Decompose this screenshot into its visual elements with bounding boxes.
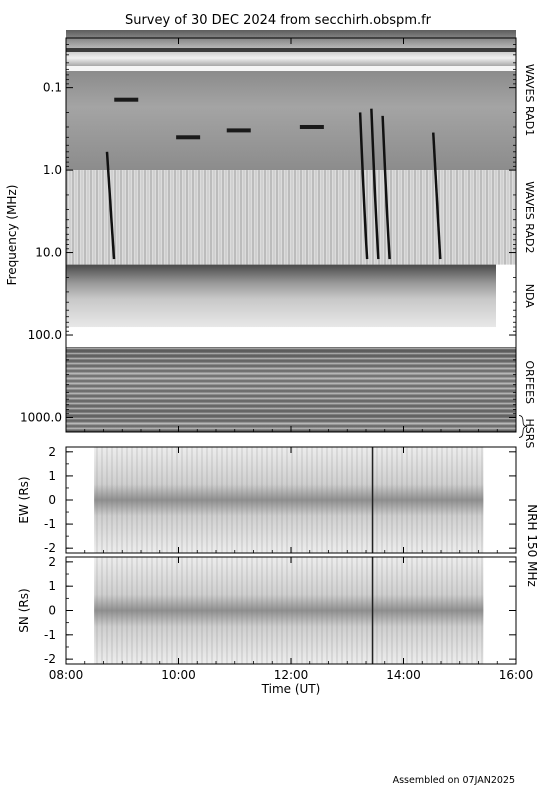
- band-waves-rad2: [66, 170, 516, 265]
- rad1-bright-lane: [66, 66, 516, 71]
- y-tick-label: 2: [48, 555, 56, 569]
- band-texture: [66, 347, 516, 418]
- burst-trace: [381, 115, 391, 260]
- y-tick-label: -2: [44, 541, 56, 555]
- spectrogram-images: [66, 30, 516, 664]
- y-axis-label-ew: EW (Rs): [17, 476, 31, 523]
- y-tick-label: 1.0: [43, 163, 62, 177]
- y-tick-label: 1: [48, 469, 56, 483]
- y-tick-label: 0: [48, 493, 56, 507]
- instrument-label-waves-rad2: WAVES RAD2: [523, 181, 536, 253]
- burst-trace: [358, 112, 369, 260]
- instrument-label-nda: NDA: [523, 284, 536, 309]
- burst-trace: [432, 132, 442, 260]
- x-tick-label: 10:00: [161, 668, 196, 682]
- band-waves-rad1: [66, 30, 516, 171]
- x-axis-label: Time (UT): [261, 682, 321, 696]
- y-tick-label: 0.1: [43, 81, 62, 95]
- y-tick-label: 100.0: [28, 328, 62, 342]
- type-iii-feature: [114, 97, 139, 102]
- y-tick-label: -2: [44, 652, 56, 666]
- nrh-label: NRH 150 MHz: [525, 504, 539, 587]
- axis-ticks: [65, 38, 517, 664]
- band-nda: [66, 264, 496, 328]
- nrh-ew-texture: [94, 447, 484, 553]
- nrh-sn-texture: [94, 557, 484, 664]
- rad1-lane: [66, 48, 516, 52]
- x-tick-label: 16:00: [499, 668, 534, 682]
- y-tick-label: -1: [44, 628, 56, 642]
- y-tick-label: 1: [48, 579, 56, 593]
- y-tick-label: 0: [48, 604, 56, 618]
- y-tick-label: 1000.0: [20, 410, 62, 424]
- y-tick-label: 10.0: [35, 246, 62, 260]
- type-iii-feature: [176, 135, 201, 140]
- hsrs-brace: [518, 415, 528, 438]
- instrument-label-waves-rad1: WAVES RAD1: [523, 64, 536, 136]
- x-tick-label: 12:00: [274, 668, 309, 682]
- instrument-label-hsrs: HSRS: [523, 419, 536, 449]
- type-iii-feature: [299, 124, 324, 129]
- footer-text: Assembled on 07JAN2025: [393, 775, 515, 786]
- burst-trace: [370, 108, 380, 260]
- y-axis-label: Frequency (MHz): [5, 185, 19, 286]
- x-tick-label: 14:00: [386, 668, 421, 682]
- axis-labels: 08:00 10:00 12:00 14:00 16:00 Time (UT) 0.1 1.0…: [5, 64, 539, 696]
- burst-trace: [105, 151, 116, 260]
- instrument-label-orfees: ORFEES: [523, 361, 536, 405]
- type-iii-feature: [226, 128, 251, 133]
- y-axis-label-sn: SN (Rs): [17, 588, 31, 632]
- y-tick-label: 2: [48, 445, 56, 459]
- y-tick-label: -1: [44, 517, 56, 531]
- chart-title: Survey of 30 DEC 2024 from secchirh.obsp…: [125, 13, 432, 28]
- x-tick-label: 08:00: [49, 668, 84, 682]
